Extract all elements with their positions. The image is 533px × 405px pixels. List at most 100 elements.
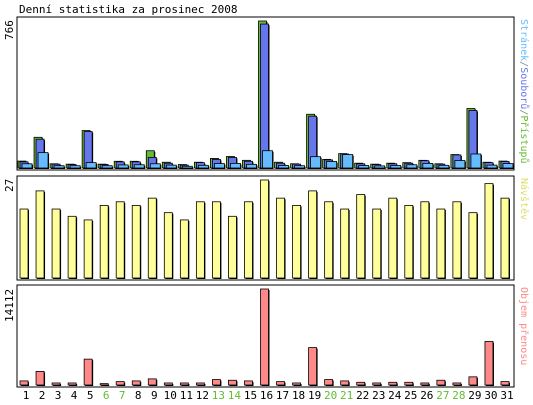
bar-visits-7 (115, 201, 126, 279)
x-tick-label-6: 6 (103, 389, 110, 402)
bar-visits-29 (468, 212, 478, 279)
bar-traffic-Stránek-10 (165, 164, 178, 169)
bar-traffic-Stránek-3 (53, 165, 66, 169)
bar-transfer-1 (19, 380, 30, 386)
bar-visits-31 (500, 197, 510, 279)
bar-traffic-Stránek-9 (149, 163, 162, 169)
ymax-label-transfer: 14112 (3, 288, 16, 322)
x-tick-label-30: 30 (484, 389, 497, 402)
bar-visits-20 (324, 201, 334, 279)
bar-visits-26 (420, 201, 430, 279)
x-tick-label-24: 24 (388, 389, 402, 402)
bar-transfer-14 (228, 379, 238, 386)
x-tick-label-26: 26 (420, 389, 433, 402)
bar-visits-13 (212, 201, 222, 279)
x-tick-label-27: 27 (436, 389, 449, 402)
bar-visits-2 (35, 190, 46, 279)
bar-transfer-23 (372, 382, 382, 386)
bar-visits-6 (99, 205, 110, 279)
legend-entry: Stránek (518, 19, 529, 62)
panel-frame-traffic (16, 16, 515, 171)
x-tick-label-29: 29 (468, 389, 481, 402)
panel-frame-transfer (16, 284, 515, 388)
x-tick-label-3: 3 (55, 389, 62, 402)
bar-transfer-21 (340, 380, 350, 386)
bar-transfer-5 (83, 358, 94, 386)
bar-visits-11 (179, 219, 190, 279)
ymax-label-traffic: 766 (3, 20, 16, 40)
bar-transfer-16 (260, 288, 270, 386)
bar-visits-17 (276, 197, 286, 279)
legend-traffic: Stránek/Souborů/Přístupů (517, 19, 529, 164)
x-tick-label-9: 9 (151, 389, 158, 402)
bar-transfer-7 (115, 381, 126, 386)
bar-traffic-Stránek-24 (390, 165, 402, 169)
bar-transfer-28 (452, 382, 462, 386)
bar-transfer-3 (51, 382, 62, 386)
bar-traffic-Stránek-16 (262, 150, 274, 169)
bar-transfer-31 (500, 381, 510, 386)
x-tick-label-8: 8 (135, 389, 142, 402)
x-tick-label-25: 25 (404, 389, 417, 402)
x-tick-label-16: 16 (260, 389, 273, 402)
bar-visits-25 (404, 205, 414, 279)
x-tick-label-13: 13 (212, 389, 225, 402)
bar-visits-16 (260, 179, 270, 279)
x-tick-label-28: 28 (452, 389, 465, 402)
bar-visits-12 (195, 201, 206, 279)
bar-transfer-30 (484, 341, 494, 386)
bar-traffic-Stránek-19 (310, 156, 322, 169)
bar-traffic-Stránek-2 (37, 152, 50, 169)
bar-transfer-26 (420, 382, 430, 386)
bar-traffic-Stránek-14 (230, 162, 242, 169)
bar-traffic-Stránek-22 (358, 165, 370, 169)
bar-traffic-Stránek-4 (69, 165, 82, 169)
ymax-label-visits: 27 (3, 178, 16, 192)
bar-visits-8 (131, 205, 142, 279)
bar-visits-30 (484, 183, 494, 279)
bar-traffic-Stránek-1 (21, 163, 34, 169)
chart-title: Denní statistika za prosinec 2008 (19, 3, 238, 16)
bar-visits-3 (51, 208, 62, 279)
bar-traffic-Stránek-18 (294, 165, 306, 169)
x-tick-label-18: 18 (292, 389, 305, 402)
bar-transfer-2 (35, 370, 46, 386)
bar-traffic-Stránek-28 (454, 160, 466, 169)
bar-traffic-Stránek-27 (438, 164, 450, 169)
x-tick-label-22: 22 (356, 389, 369, 402)
bar-traffic-Stránek-8 (133, 164, 146, 169)
bar-visits-23 (372, 208, 382, 279)
bar-traffic-Stránek-7 (117, 164, 130, 169)
bar-transfer-8 (131, 380, 142, 386)
x-tick-label-15: 15 (244, 389, 257, 402)
x-tick-label-2: 2 (39, 389, 46, 402)
bar-traffic-Stránek-12 (197, 164, 210, 169)
panel-frame-visits (16, 175, 515, 281)
x-tick-label-12: 12 (196, 389, 209, 402)
legend-entry: Objem přenosu (518, 287, 529, 366)
bar-transfer-27 (436, 379, 446, 386)
bar-transfer-10 (163, 382, 174, 386)
bar-transfer-12 (195, 382, 206, 386)
bar-visits-15 (244, 201, 254, 279)
bar-traffic-Stránek-21 (342, 154, 354, 169)
bar-traffic-Stránek-5 (85, 162, 98, 169)
x-tick-label-31: 31 (500, 389, 513, 402)
x-tick-label-19: 19 (308, 389, 321, 402)
bar-transfer-18 (292, 382, 302, 386)
x-tick-label-23: 23 (372, 389, 385, 402)
bar-transfer-4 (67, 382, 78, 386)
bar-visits-14 (228, 215, 238, 279)
bar-transfer-13 (212, 379, 222, 386)
bar-transfer-15 (244, 380, 254, 386)
bar-visits-5 (83, 219, 94, 279)
legend-visits: Návštěv (517, 178, 529, 220)
bar-traffic-Stránek-30 (486, 164, 498, 169)
x-tick-label-5: 5 (87, 389, 94, 402)
bar-traffic-Stránek-26 (422, 162, 434, 169)
bar-visits-18 (292, 205, 302, 279)
x-tick-label-1: 1 (23, 389, 30, 402)
bar-traffic-Stránek-17 (278, 165, 290, 169)
bar-transfer-22 (356, 381, 366, 386)
